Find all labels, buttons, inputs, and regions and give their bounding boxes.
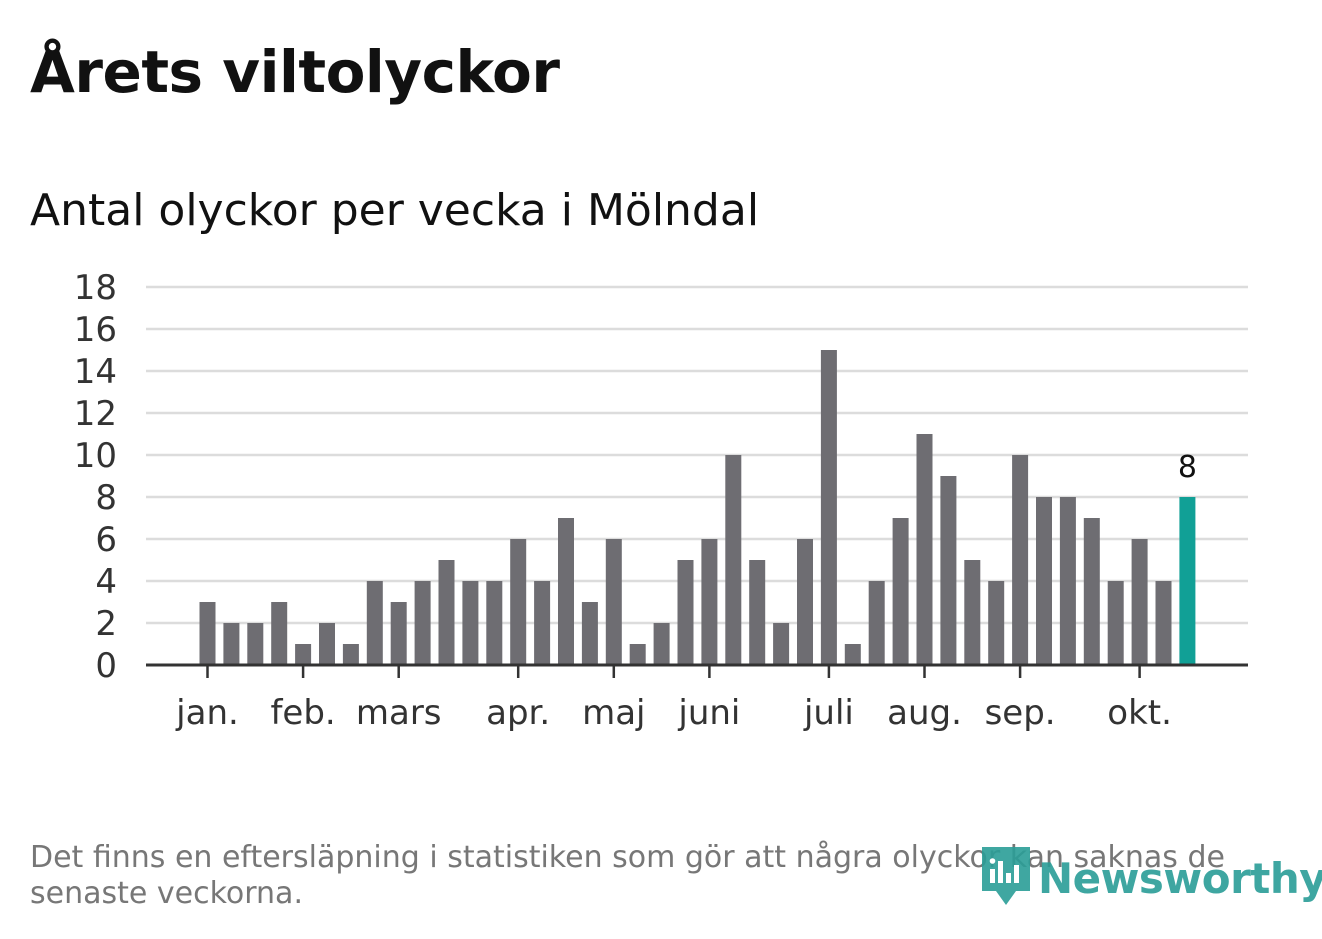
x-tick-label: juli bbox=[803, 693, 854, 733]
y-tick-label: 18 bbox=[74, 268, 117, 308]
bar bbox=[271, 602, 288, 665]
y-tick-label: 16 bbox=[74, 310, 117, 350]
x-tick-label: aug. bbox=[887, 693, 962, 733]
bar bbox=[940, 476, 957, 665]
bar bbox=[319, 623, 335, 665]
bar bbox=[581, 602, 598, 665]
bar bbox=[390, 602, 407, 665]
bar bbox=[366, 581, 383, 665]
bar bbox=[868, 581, 885, 665]
bar bbox=[462, 581, 479, 665]
y-tick-label: 2 bbox=[95, 604, 117, 644]
bar bbox=[844, 644, 861, 665]
bar bbox=[1059, 497, 1076, 665]
bar bbox=[1107, 581, 1124, 665]
bar bbox=[653, 623, 670, 665]
x-tick-label: apr. bbox=[486, 693, 550, 733]
y-tick-label: 14 bbox=[74, 352, 117, 392]
bar bbox=[820, 350, 837, 665]
bar bbox=[749, 560, 766, 665]
x-tick-label: sep. bbox=[985, 693, 1056, 733]
bar bbox=[558, 518, 574, 665]
newsworthy-logo[interactable]: Newsworthy bbox=[982, 847, 1322, 909]
y-tick-label: 10 bbox=[74, 436, 117, 476]
bar bbox=[725, 455, 742, 665]
y-tick-label: 6 bbox=[95, 520, 117, 560]
bar bbox=[1012, 455, 1029, 665]
x-tick-label: feb. bbox=[270, 693, 335, 733]
bar bbox=[199, 602, 216, 665]
bar bbox=[295, 644, 312, 665]
bar bbox=[247, 623, 264, 665]
newsworthy-logo-icon bbox=[982, 847, 1030, 905]
chart-title: Årets viltolyckor bbox=[30, 38, 560, 106]
bar bbox=[701, 539, 718, 665]
bar bbox=[773, 623, 790, 665]
bar bbox=[1036, 497, 1052, 665]
bar bbox=[1083, 518, 1100, 665]
x-tick-label: mars bbox=[356, 693, 442, 733]
data-label: 8 bbox=[1178, 450, 1197, 485]
bar bbox=[629, 644, 646, 665]
bar bbox=[534, 581, 551, 665]
bar bbox=[438, 560, 455, 665]
x-tick-label: maj bbox=[582, 693, 645, 733]
bar bbox=[964, 560, 981, 665]
bar bbox=[342, 644, 359, 665]
bar bbox=[605, 539, 622, 665]
bar bbox=[988, 581, 1005, 665]
bar bbox=[414, 581, 431, 665]
bar bbox=[1155, 581, 1172, 665]
x-tick-label: jan. bbox=[175, 693, 239, 733]
y-tick-label: 0 bbox=[95, 646, 117, 686]
y-tick-label: 8 bbox=[95, 478, 117, 518]
chart-subtitle: Antal olyckor per vecka i Mölndal bbox=[30, 185, 760, 236]
brand-name: Newsworthy bbox=[1038, 853, 1322, 903]
x-tick-label: juni bbox=[677, 693, 740, 733]
y-tick-label: 4 bbox=[95, 562, 117, 602]
bar-highlighted bbox=[1179, 497, 1196, 665]
bar bbox=[510, 539, 527, 665]
bar bbox=[892, 518, 909, 665]
bar bbox=[1131, 539, 1148, 665]
y-tick-label: 12 bbox=[74, 394, 117, 434]
x-tick-label: okt. bbox=[1107, 693, 1172, 733]
bar bbox=[486, 581, 503, 665]
bar bbox=[916, 434, 933, 665]
bar bbox=[797, 539, 813, 665]
bar bbox=[677, 560, 694, 665]
bar bbox=[223, 623, 240, 665]
